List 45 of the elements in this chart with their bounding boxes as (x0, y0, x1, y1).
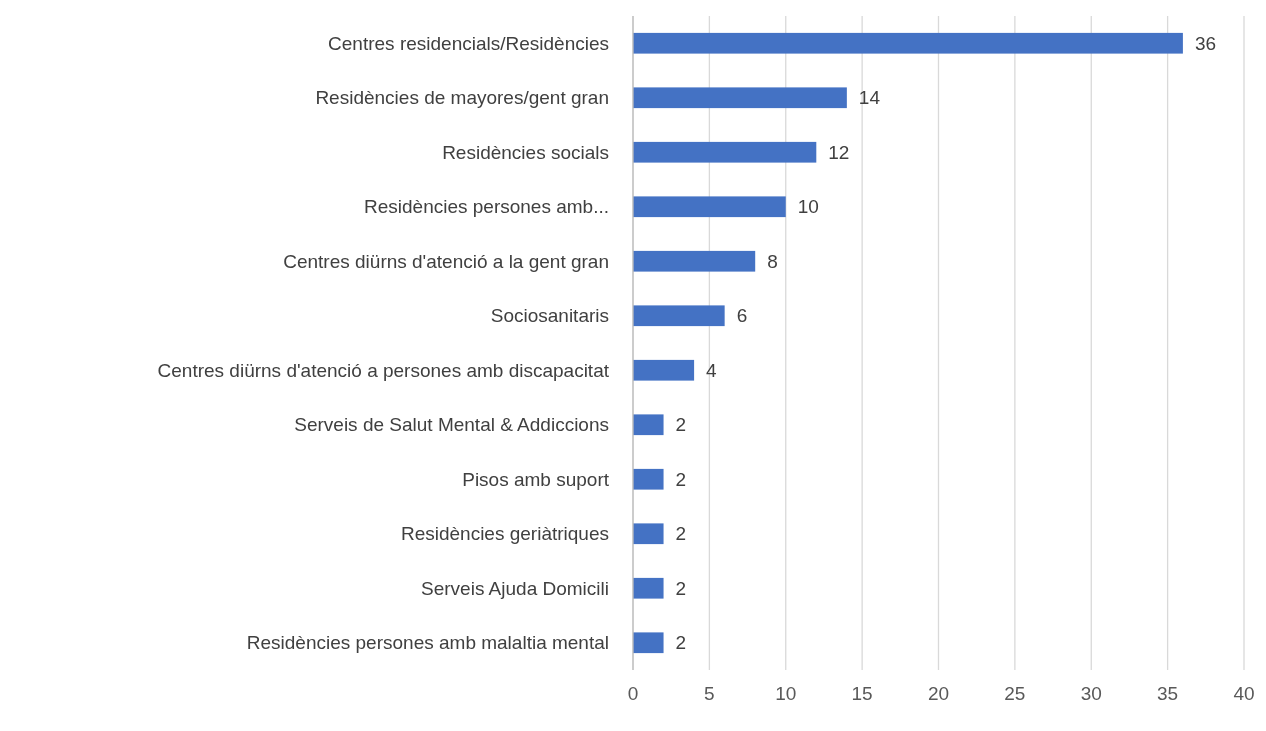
data-label: 4 (706, 359, 718, 381)
data-label: 2 (675, 577, 687, 599)
bar (633, 305, 725, 327)
bar (633, 523, 664, 545)
x-tick-label: 10 (775, 683, 797, 704)
y-tick-label: Centres diürns d'atenció a persones amb discapacitat (157, 359, 610, 381)
data-label: 14 (858, 87, 881, 109)
data-label: 2 (675, 632, 687, 654)
bar (633, 32, 1183, 54)
bar (633, 414, 664, 436)
data-label: 8 (767, 250, 778, 272)
y-tick-label: Residències socials (442, 141, 609, 163)
bar (633, 468, 664, 490)
bar (633, 359, 695, 381)
y-tick-label: Serveis Ajuda Domicili (421, 577, 609, 599)
y-tick-label: Residències de mayores/gent gran (315, 87, 609, 109)
bar (633, 87, 847, 109)
data-label: 36 (1194, 32, 1217, 54)
y-tick-label: Residències persones amb malaltia mental (246, 632, 609, 654)
y-tick-label: Centres residencials/Residències (328, 32, 609, 54)
bar (633, 141, 817, 163)
bar (633, 577, 664, 599)
x-tick-label: 40 (1233, 683, 1255, 704)
x-tick-label: 25 (1004, 683, 1026, 704)
x-tick-label: 5 (704, 683, 715, 704)
data-label: 6 (736, 305, 748, 327)
x-tick-label: 20 (927, 683, 950, 704)
data-label: 2 (675, 468, 687, 490)
bar (633, 632, 664, 654)
data-label: 2 (675, 523, 687, 545)
data-label: 2 (675, 414, 687, 436)
y-tick-label: Centres diürns d'atenció a la gent gran (283, 250, 609, 272)
x-tick-label: 15 (851, 683, 873, 704)
bar (633, 250, 756, 272)
x-tick-label: 30 (1080, 683, 1102, 704)
y-tick-label: Pisos amb suport (462, 468, 610, 490)
data-label: 12 (828, 141, 850, 163)
data-label: 10 (797, 196, 819, 218)
bar (633, 196, 786, 218)
y-tick-label: Sociosanitaris (490, 305, 609, 327)
y-tick-label: Residències geriàtriques (400, 523, 609, 545)
y-tick-label: Residències persones amb... (363, 196, 609, 218)
y-tick-label: Serveis de Salut Mental & Addiccions (294, 414, 609, 436)
x-tick-label: 0 (627, 683, 639, 704)
x-tick-label: 35 (1157, 683, 1179, 704)
